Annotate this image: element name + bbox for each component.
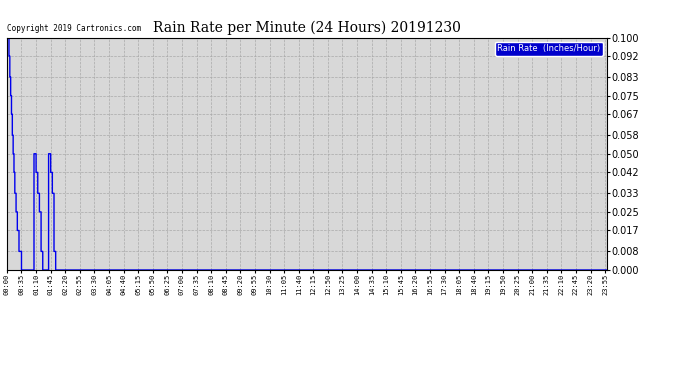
Legend: Rain Rate  (Inches/Hour): Rain Rate (Inches/Hour) [495, 42, 603, 56]
Title: Rain Rate per Minute (24 Hours) 20191230: Rain Rate per Minute (24 Hours) 20191230 [153, 21, 461, 35]
Text: Copyright 2019 Cartronics.com: Copyright 2019 Cartronics.com [7, 24, 141, 33]
